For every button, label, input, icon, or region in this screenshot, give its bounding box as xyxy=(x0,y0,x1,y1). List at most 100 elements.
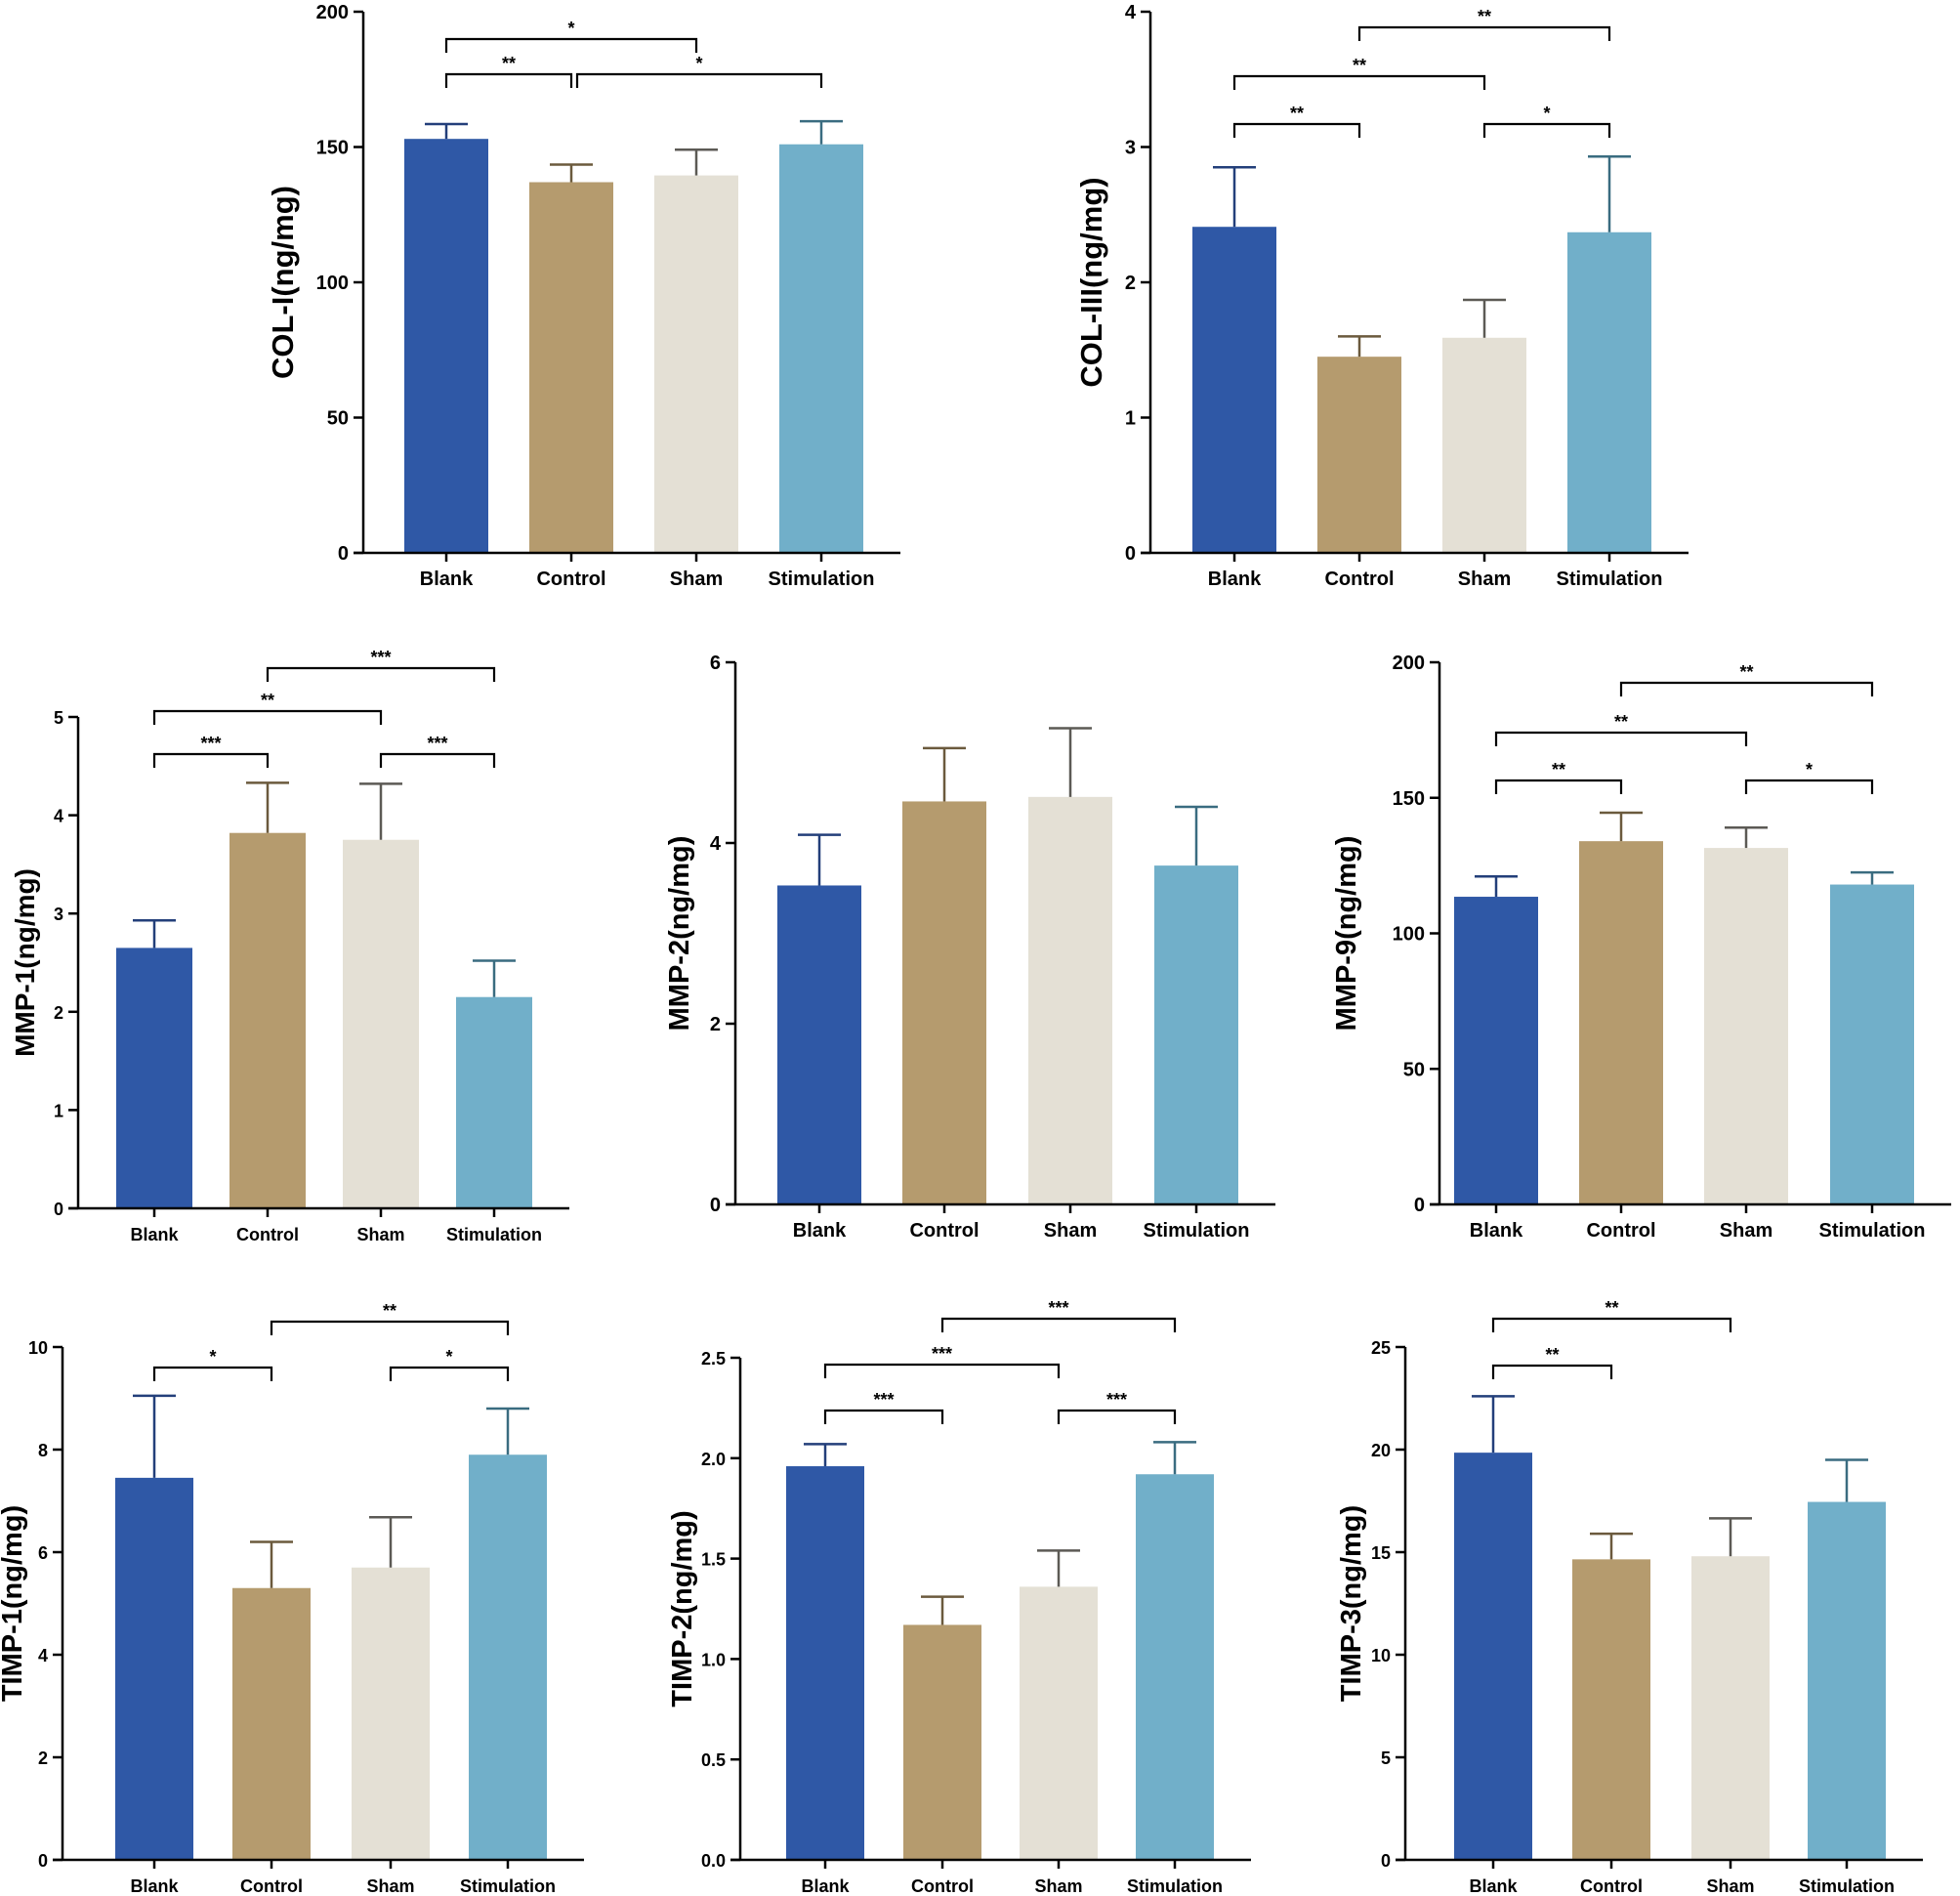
y-tick-label: 3 xyxy=(54,905,63,924)
y-tick-label: 150 xyxy=(1393,788,1425,810)
y-tick-label: 0 xyxy=(338,543,349,565)
x-tick-label: Control xyxy=(911,1876,974,1896)
chart-5: Blank Control Sham Stimulation 0 50 100 150 200 M… xyxy=(1331,653,1951,1242)
y-axis-label: MMP-2(ng/mg) xyxy=(664,836,695,1032)
y-tick-label: 1 xyxy=(54,1101,63,1120)
x-tick-label: Sham xyxy=(366,1876,414,1896)
x-tick-label: Control xyxy=(1324,569,1394,590)
bar-control xyxy=(1317,357,1401,553)
significance-bracket xyxy=(1232,74,1486,90)
y-tick-label: 0 xyxy=(710,1195,721,1216)
significance-label: ** xyxy=(1478,7,1491,26)
chart-4: Blank Control Sham Stimulation 0 2 4 6 MMP-2(ng/… xyxy=(664,653,1275,1242)
significance-label: ** xyxy=(383,1301,396,1321)
significance-bracket xyxy=(1619,681,1874,696)
y-tick-label: 6 xyxy=(38,1543,48,1563)
y-axis-label: COL-III(ng/mg) xyxy=(1074,177,1108,387)
significance-bracket xyxy=(152,709,383,725)
x-tick-label: Stimulation xyxy=(769,569,875,590)
significance-label: ** xyxy=(1614,712,1628,732)
x-tick-label: Control xyxy=(1586,1220,1655,1242)
bar-stimulation xyxy=(779,144,863,554)
bar-sham xyxy=(343,839,419,1208)
chart-8: Blank Control Sham Stimulation 0 5 10 15 20 25 TIM… xyxy=(1336,1298,1923,1896)
significance-label: *** xyxy=(873,1390,894,1410)
y-tick-label: 2 xyxy=(54,1003,63,1023)
bar-blank xyxy=(1454,1453,1532,1860)
bar-stimulation xyxy=(469,1454,547,1860)
y-axis-label: TIMP-3(ng/mg) xyxy=(1336,1505,1367,1702)
x-tick-label: Sham xyxy=(670,569,723,590)
bar-sham xyxy=(1691,1556,1770,1860)
y-tick-label: 200 xyxy=(1393,653,1425,674)
significance-bracket xyxy=(152,1366,273,1381)
significance-bracket xyxy=(152,752,270,768)
significance-label: ** xyxy=(1545,1345,1559,1365)
significance-label: ** xyxy=(1290,104,1304,123)
significance-bracket xyxy=(1057,1409,1177,1424)
bar-stimulation xyxy=(456,996,532,1208)
significance-label: *** xyxy=(200,734,221,753)
y-tick-label: 5 xyxy=(1381,1749,1391,1768)
bar-sham xyxy=(1028,796,1112,1204)
bar-blank xyxy=(1192,227,1276,553)
bar-sham xyxy=(1020,1586,1098,1860)
y-axis-label: TIMP-1(ng/mg) xyxy=(0,1505,28,1702)
x-tick-label: Stimulation xyxy=(1127,1876,1223,1896)
y-axis-label: COL-I(ng/mg) xyxy=(266,186,300,379)
x-tick-label: Sham xyxy=(1458,569,1511,590)
y-tick-label: 2.0 xyxy=(701,1450,726,1469)
significance-label: * xyxy=(695,54,702,73)
significance-bracket xyxy=(389,1366,510,1381)
bar-blank xyxy=(115,1477,193,1860)
x-tick-label: Stimulation xyxy=(1557,569,1663,590)
x-tick-label: Stimulation xyxy=(446,1225,542,1244)
y-tick-label: 100 xyxy=(316,273,349,294)
y-tick-label: 4 xyxy=(54,807,63,826)
significance-bracket xyxy=(1494,779,1623,794)
y-axis-label: TIMP-2(ng/mg) xyxy=(667,1510,698,1706)
y-tick-label: 150 xyxy=(316,138,349,159)
significance-bracket xyxy=(444,37,698,53)
bar-stimulation xyxy=(1136,1474,1214,1860)
significance-label: *** xyxy=(427,734,447,753)
bar-control xyxy=(529,182,613,553)
y-tick-label: 0 xyxy=(38,1851,48,1871)
x-tick-label: Blank xyxy=(130,1225,179,1244)
y-tick-label: 4 xyxy=(710,833,722,855)
bar-stimulation xyxy=(1567,232,1651,553)
y-tick-label: 6 xyxy=(710,653,721,674)
significance-bracket xyxy=(823,1409,944,1424)
bar-blank xyxy=(1454,897,1538,1204)
x-tick-label: Sham xyxy=(1720,1220,1772,1242)
x-tick-label: Blank xyxy=(1469,1876,1518,1896)
y-tick-label: 0 xyxy=(1381,1851,1391,1871)
x-tick-label: Blank xyxy=(1208,569,1262,590)
y-tick-label: 10 xyxy=(28,1338,48,1358)
x-tick-label: Stimulation xyxy=(1144,1220,1250,1242)
y-tick-label: 4 xyxy=(1125,2,1137,23)
x-tick-label: Control xyxy=(1580,1876,1643,1896)
y-tick-label: 100 xyxy=(1393,924,1425,946)
significance-label: *** xyxy=(932,1344,952,1364)
significance-bracket xyxy=(823,1363,1061,1378)
significance-bracket xyxy=(1232,122,1361,138)
significance-label: *** xyxy=(1048,1298,1068,1318)
significance-bracket xyxy=(940,1317,1177,1332)
significance-label: *** xyxy=(1106,1390,1127,1410)
bar-control xyxy=(1579,841,1663,1204)
chart-3: Blank Control Sham Stimulation 0 1 2 3 4 5 MMP-1(n… xyxy=(10,648,569,1244)
x-tick-label: Stimulation xyxy=(1799,1876,1895,1896)
bar-control xyxy=(1572,1559,1650,1860)
x-tick-label: Control xyxy=(236,1225,299,1244)
y-tick-label: 50 xyxy=(327,408,349,430)
bar-sham xyxy=(1442,337,1526,553)
y-tick-label: 1.0 xyxy=(701,1650,726,1669)
y-tick-label: 5 xyxy=(54,708,63,728)
significance-label: ** xyxy=(1353,56,1366,75)
x-tick-label: Control xyxy=(909,1220,979,1242)
y-tick-label: 2 xyxy=(38,1749,48,1768)
y-axis-label: MMP-1(ng/mg) xyxy=(10,868,40,1057)
bar-control xyxy=(232,1587,311,1860)
